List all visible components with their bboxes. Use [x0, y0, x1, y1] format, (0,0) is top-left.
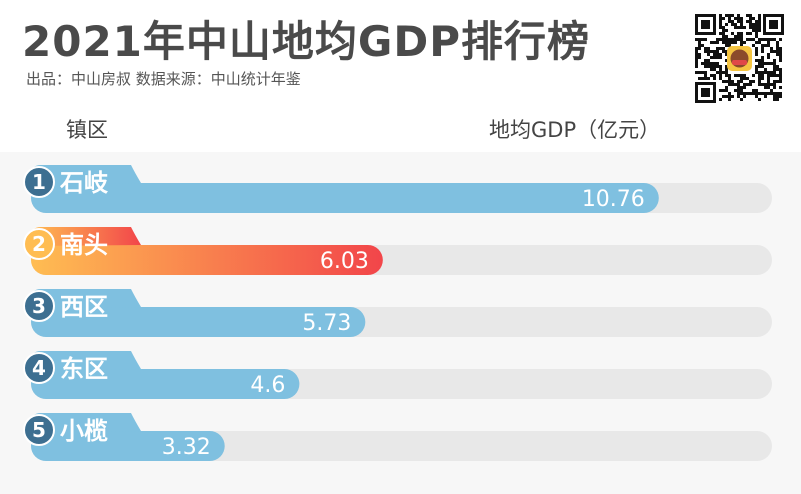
- value-label: 4.6: [250, 373, 285, 398]
- rank-number: 3: [32, 294, 46, 318]
- bar-东区: [31, 369, 300, 399]
- rank-number: 1: [32, 170, 46, 194]
- gdp-bar-chart: 1 石岐 10.76 2 南头 6.03 3 西区 5.73 4 东区 4.6 5 小榄 3.32: [23, 165, 772, 461]
- category-label: 石岐: [59, 169, 108, 197]
- qr-code-icon: [693, 12, 786, 105]
- rank-badge: [23, 290, 55, 322]
- bar-tab: [31, 227, 141, 246]
- rank-number: 2: [32, 232, 46, 256]
- column-header-town: 镇区: [66, 118, 108, 142]
- bar-小榄: [31, 431, 225, 461]
- page-title: 2021年中山地均GDP排行榜: [22, 17, 591, 66]
- category-label: 西区: [60, 293, 108, 321]
- rank-badge: [23, 166, 55, 198]
- bar-南头: [31, 245, 383, 275]
- rank-number: 4: [32, 356, 46, 380]
- value-label: 10.76: [582, 187, 645, 212]
- bar-西区: [31, 307, 366, 337]
- source-credit: 出品：中山房叔 数据来源：中山统计年鉴: [26, 70, 301, 88]
- value-label: 6.03: [320, 249, 369, 274]
- category-label: 东区: [60, 355, 108, 383]
- value-label: 5.73: [302, 311, 351, 336]
- rank-number: 5: [32, 418, 46, 442]
- category-label: 小榄: [60, 417, 108, 445]
- rank-badge: [23, 414, 55, 446]
- value-label: 3.32: [162, 435, 211, 460]
- category-label: 南头: [60, 231, 108, 259]
- bar-石岐: [31, 183, 659, 213]
- rank-badge: [23, 352, 55, 384]
- bar-tab: [31, 289, 141, 308]
- bar-tab: [31, 165, 141, 184]
- bar-tab: [31, 351, 141, 370]
- column-header-value: 地均GDP（亿元）: [489, 118, 661, 142]
- rank-badge: [23, 228, 55, 260]
- bar-tab: [31, 413, 141, 432]
- chart-panel: 1 石岐 10.76 2 南头 6.03 3 西区 5.73 4 东区 4.6 5 小榄 3.32: [0, 152, 801, 494]
